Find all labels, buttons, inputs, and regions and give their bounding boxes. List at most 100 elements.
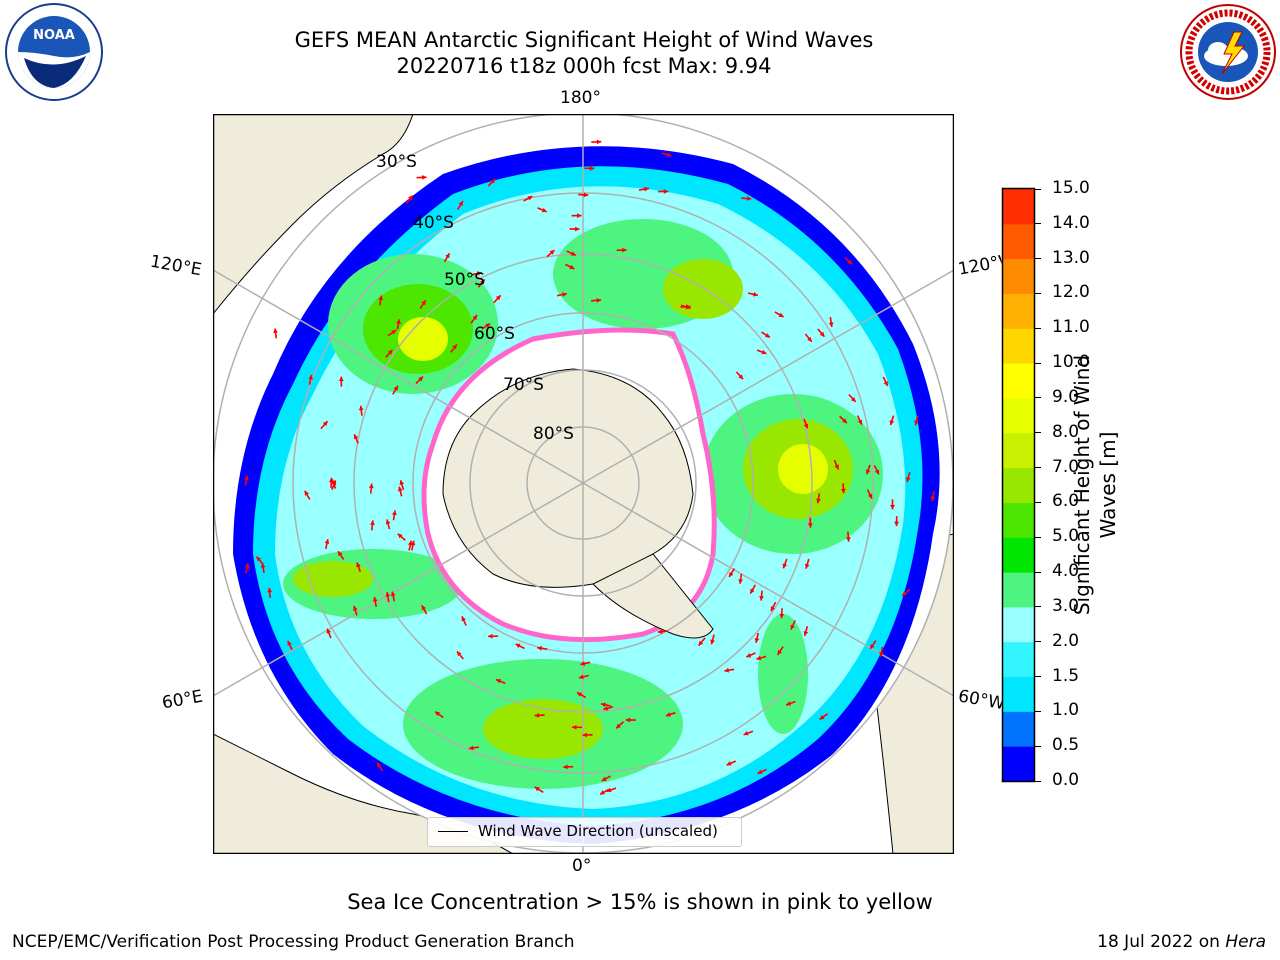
wave-arrow-head	[743, 730, 749, 736]
colorbar-tick-label: 3.0	[1052, 595, 1080, 616]
wave-arrow-head	[782, 563, 788, 569]
wave-arrow-head	[328, 477, 334, 483]
colorbar-tick-label: 1.5	[1052, 665, 1080, 686]
colorbar-tick-mark	[1035, 641, 1041, 643]
meridian-label-0: 0°	[572, 856, 592, 876]
wave-arrow-head	[894, 521, 899, 527]
wave-arrow-head	[616, 723, 621, 729]
wave-arrow-head	[746, 196, 752, 201]
wave-arrow-head	[488, 633, 493, 639]
wave-arrow-head	[622, 247, 627, 253]
colorbar-tick-label: 11.0	[1052, 317, 1090, 338]
wave-arrow-head	[865, 469, 871, 475]
colorbar-segment	[1003, 223, 1034, 260]
wave-arrow-head	[606, 787, 612, 793]
wave-arrow-head	[534, 712, 540, 718]
wave-arrow-head	[256, 556, 262, 562]
colorbar-tick-label: 5.0	[1052, 526, 1080, 547]
wave-arrow-head	[819, 331, 825, 337]
wave-arrow-head	[778, 312, 784, 317]
wave-arrow-head	[390, 591, 396, 597]
wave-arrow-head	[657, 629, 663, 634]
colorbar-segment	[1003, 502, 1034, 538]
colorbar-segment	[1003, 258, 1034, 294]
noaa-logo: NOAA	[5, 3, 103, 101]
wave-arrow-head	[600, 790, 606, 795]
map-legend: Wind Wave Direction (unscaled)	[427, 817, 742, 847]
wave-arrow-head	[397, 533, 403, 539]
svg-text:NOAA: NOAA	[33, 28, 75, 43]
wave-arrow-head	[847, 259, 853, 265]
colorbar-tick-mark	[1035, 397, 1041, 399]
colorbar-segment	[1003, 467, 1034, 503]
wave-arrow-head	[541, 207, 547, 213]
wave-arrow-head	[244, 475, 249, 481]
colorbar-tick-mark	[1035, 710, 1041, 712]
wave-arrow-head	[738, 374, 744, 380]
colorbar-segment	[1003, 676, 1034, 712]
colorbar-tick-label: 2.0	[1052, 630, 1080, 651]
colorbar-tick-mark	[1035, 292, 1041, 294]
wave-arrow-head	[445, 253, 450, 259]
wave-arrow-head	[867, 493, 873, 499]
wave-arrow-head	[665, 712, 671, 717]
wave-arrow-head	[385, 592, 391, 597]
wave-arrow-head	[308, 374, 314, 380]
wave-arrow-head	[399, 480, 405, 486]
wave-arrow-head	[435, 711, 441, 717]
wave-arrow-head	[461, 616, 466, 622]
legend-label: Wind Wave Direction (unscaled)	[478, 822, 718, 840]
wave-arrow-head	[490, 178, 496, 184]
wave-arrow-head	[857, 419, 863, 425]
latitude-label-60s: 60°S	[474, 324, 515, 344]
sea-ice-note: Sea Ice Concentration > 15% is shown in …	[347, 890, 933, 914]
wave-arrow-head	[905, 477, 911, 482]
wave-arrow-head	[828, 322, 834, 328]
wave-arrow-head	[570, 251, 576, 256]
meridian-label-60e: 60°E	[160, 686, 205, 714]
wave-arrow-head	[537, 645, 542, 651]
wave-arrow-head	[244, 563, 250, 569]
wave-arrow-head	[914, 420, 919, 426]
wave-arrow-head	[874, 469, 880, 475]
wave-arrow-head	[807, 523, 813, 528]
wave-arrow-head	[527, 196, 533, 201]
wave-arrow-head	[786, 701, 791, 706]
wave-arrow-head	[710, 639, 715, 645]
wave-arrow-head	[870, 643, 875, 649]
wave-arrow-head	[738, 579, 744, 584]
colorbar-tick-label: 7.0	[1052, 456, 1080, 477]
wave-arrow-head	[572, 724, 577, 730]
colorbar-tick-mark	[1035, 780, 1041, 782]
wave-arrow-head	[756, 655, 762, 661]
wave-arrow-head	[368, 483, 374, 489]
wave-arrow-head	[724, 667, 730, 673]
colorbar-tick-mark	[1035, 223, 1041, 225]
colorbar-segment	[1003, 363, 1034, 399]
meridian-label-180: 180°	[560, 88, 601, 108]
wave-arrow-head	[421, 300, 426, 306]
colorbar-tick-mark	[1035, 362, 1041, 364]
colorbar-tick-mark	[1035, 432, 1041, 434]
wave-arrow-head	[353, 434, 359, 440]
wave-arrow-head	[576, 692, 582, 697]
wave-arrow-head	[698, 640, 704, 646]
wave-arrow-head	[685, 304, 691, 310]
colorbar-segment	[1003, 432, 1034, 469]
wave-arrow-head	[472, 315, 477, 320]
wave-arrow-head	[761, 349, 767, 355]
colorbar-tick-label: 9.0	[1052, 386, 1080, 407]
colorbar-tick-label: 0.5	[1052, 735, 1080, 756]
wave-arrow-head	[578, 674, 584, 680]
colorbar-segment	[1003, 572, 1034, 608]
wave-arrow-head	[392, 510, 397, 516]
colorbar-tick-label: 14.0	[1052, 212, 1090, 233]
wave-arrow-head	[563, 764, 568, 770]
wave-arrow-head	[267, 587, 273, 593]
wave-arrow-head	[770, 606, 776, 612]
wave-arrow-head	[601, 776, 607, 781]
wave-arrow-head	[596, 139, 602, 145]
land-australia-newzealand	[213, 114, 414, 315]
wave-arrow-head	[845, 537, 851, 542]
colorbar-tick-label: 0.0	[1052, 770, 1080, 790]
